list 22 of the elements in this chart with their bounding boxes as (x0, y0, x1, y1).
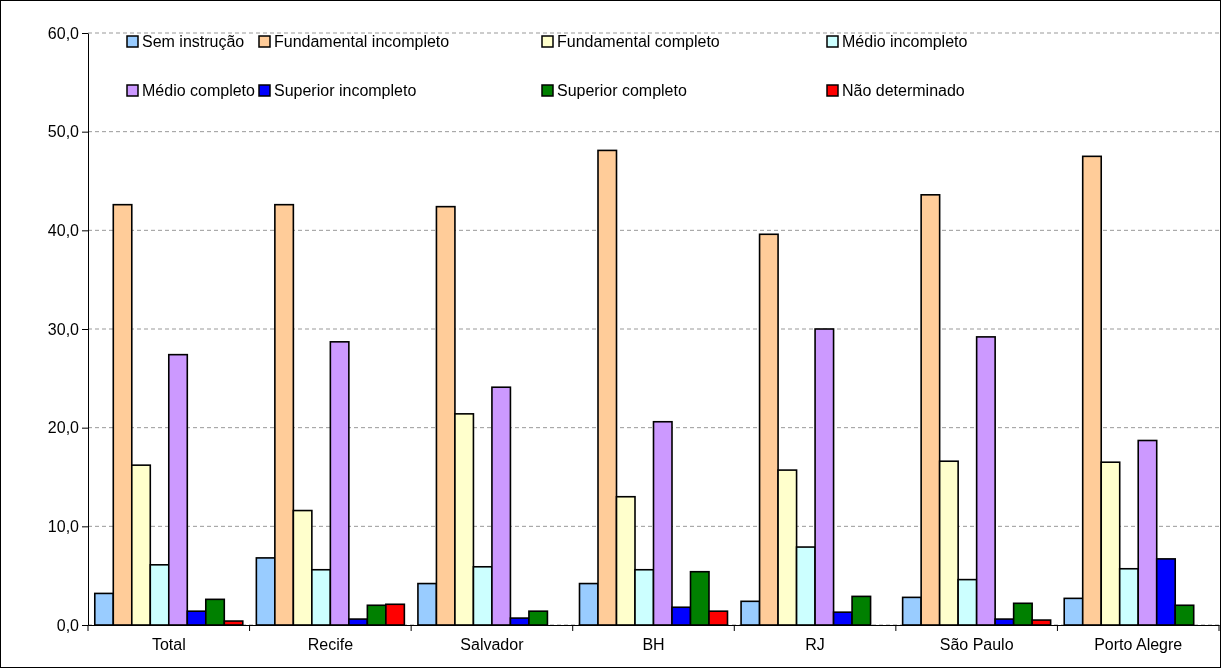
x-tick-label: BH (642, 636, 665, 654)
legend-label: Superior incompleto (274, 82, 417, 99)
legend-label: Não determinado (842, 82, 965, 99)
legend-label: Fundamental incompleto (274, 33, 450, 50)
x-tick-label: São Paulo (939, 636, 1014, 654)
y-tick-label: 20,0 (47, 419, 80, 437)
y-tick-label: 60,0 (47, 24, 80, 42)
y-tick-label: 10,0 (47, 517, 80, 535)
legend-label: Superior completo (557, 82, 687, 99)
x-tick-label: Porto Alegre (1094, 636, 1183, 654)
y-tick-label: 30,0 (47, 320, 80, 338)
x-tick-label: RJ (805, 636, 825, 654)
x-tick-label: Recife (307, 636, 354, 654)
y-tick-label: 0,0 (56, 616, 80, 634)
y-tick-label: 50,0 (47, 123, 80, 141)
legend-label: Sem instrução (142, 33, 245, 50)
y-tick-label: 40,0 (47, 221, 80, 239)
legend-label: Médio incompleto (842, 33, 968, 50)
x-tick-label: Total (151, 636, 186, 654)
legend-label: Fundamental completo (557, 33, 720, 50)
x-tick-label: Salvador (460, 636, 525, 654)
legend-label: Médio completo (142, 82, 256, 99)
